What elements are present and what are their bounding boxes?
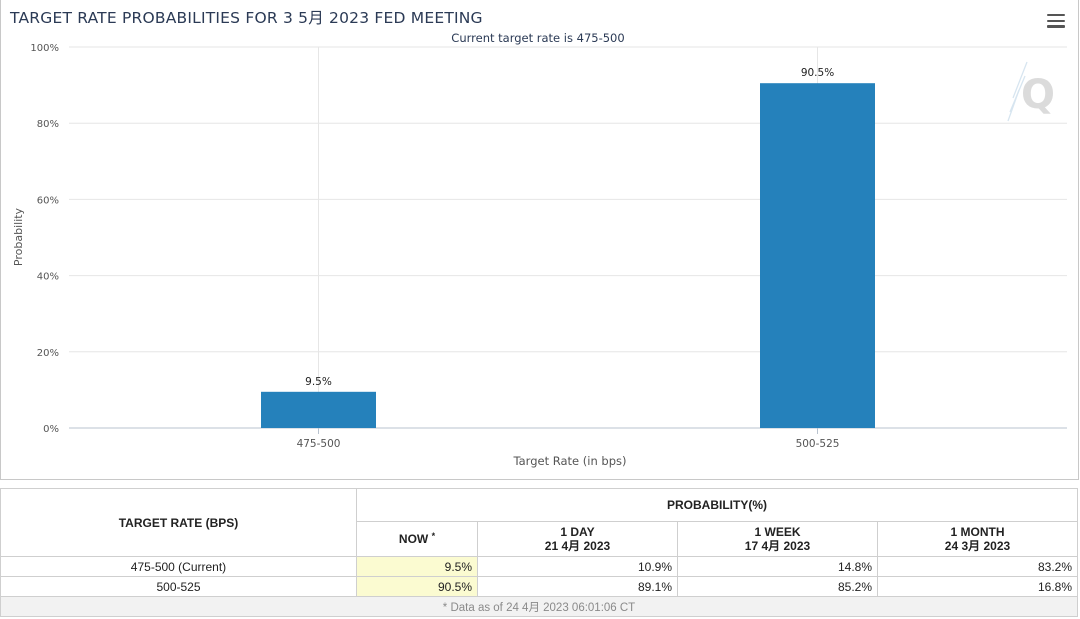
row-now: 9.5% (356, 556, 478, 577)
row-rate: 500-525 (0, 576, 357, 597)
target-rate-header: TARGET RATE (BPS) (0, 488, 357, 557)
probability-table: TARGET RATE (BPS) PROBABILITY(%) NOW * 1… (0, 488, 1078, 617)
probability-header: PROBABILITY(%) (356, 488, 1078, 522)
table-row: 475-500 (Current) 9.5% 10.9% 14.8% 83.2% (0, 556, 1078, 577)
col-1day-header: 1 DAY 21 4月 2023 (477, 521, 678, 557)
bar (760, 83, 875, 428)
y-tick-label: 40% (37, 272, 59, 283)
row-1day: 89.1% (477, 576, 678, 597)
bar (261, 391, 376, 428)
hamburger-menu-icon[interactable] (1047, 14, 1065, 28)
quikstrike-q-logo: Q (1007, 61, 1055, 122)
y-tick-label: 80% (37, 119, 59, 130)
svg-text:Q: Q (1021, 72, 1055, 118)
y-tick-label: 60% (37, 195, 59, 206)
row-now: 90.5% (356, 576, 478, 597)
col-1month-header: 1 MONTH 24 3月 2023 (877, 521, 1078, 557)
row-rate: 475-500 (Current) (0, 556, 357, 577)
table-row: 500-525 90.5% 89.1% 85.2% 16.8% (0, 576, 1078, 597)
chart-title: TARGET RATE PROBABILITIES FOR 3 5月 2023 … (10, 9, 483, 27)
y-tick-label: 20% (37, 348, 59, 359)
row-1day: 10.9% (477, 556, 678, 577)
chart-subtitle: Current target rate is 475-500 (451, 31, 624, 45)
col-now-header: NOW * (356, 521, 478, 557)
probability-table-section: TARGET RATE (BPS) PROBABILITY(%) NOW * 1… (0, 488, 1080, 617)
row-1week: 85.2% (677, 576, 878, 597)
x-axis-label: Target Rate (in bps) (513, 454, 627, 468)
data-label: 90.5% (801, 67, 834, 79)
row-1month: 83.2% (877, 556, 1078, 577)
y-tick-label: 100% (30, 43, 59, 54)
x-tick-label: 500-525 (796, 438, 840, 450)
row-1week: 14.8% (677, 556, 878, 577)
bar-chart: 0% 20% 40% 60% 80% 100% 9.5% 475-500 90.5% 500-52… (12, 31, 1067, 468)
data-timestamp-footnote: * Data as of 24 4月 2023 06:01:06 CT (0, 596, 1078, 617)
data-label: 9.5% (305, 376, 332, 388)
col-1week-header: 1 WEEK 17 4月 2023 (677, 521, 878, 557)
chart-panel: TARGET RATE PROBABILITIES FOR 3 5月 2023 … (0, 0, 1079, 480)
y-axis-label: Probability (12, 207, 25, 266)
y-tick-label: 0% (43, 424, 59, 435)
x-tick-label: 475-500 (297, 438, 341, 450)
row-1month: 16.8% (877, 576, 1078, 597)
